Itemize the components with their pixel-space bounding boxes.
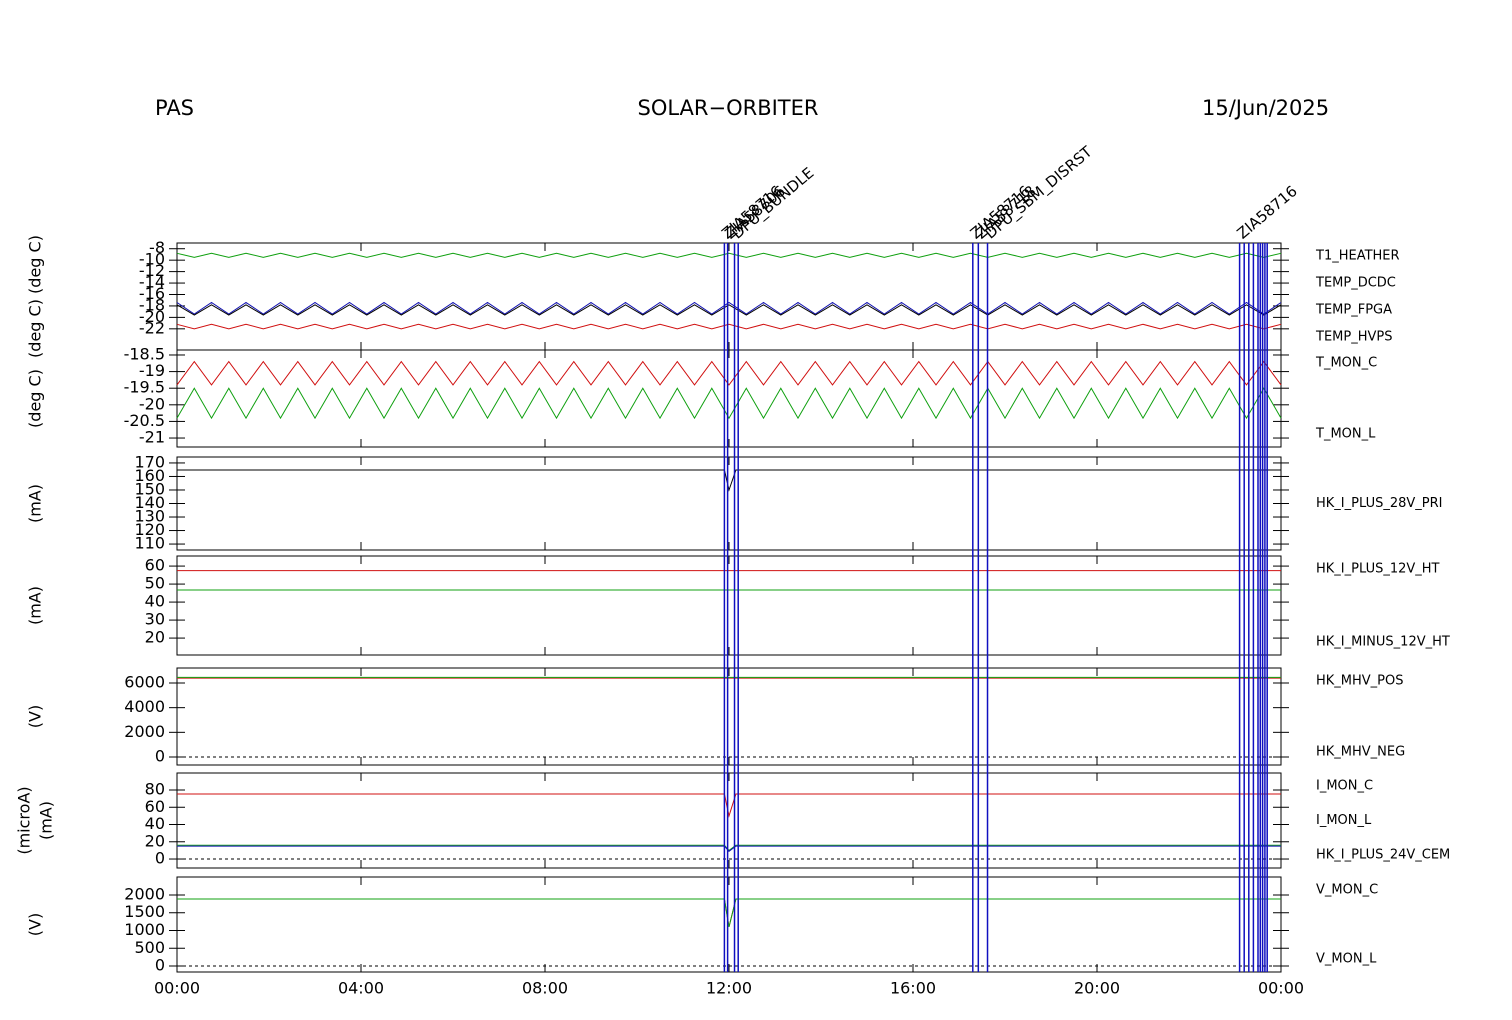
legend-entry: T_MON_C [1315, 356, 1377, 371]
y-tick-label: 4000 [124, 697, 165, 716]
y-tick-label: 6000 [124, 672, 165, 691]
legend-entry: V_MON_L [1316, 952, 1377, 967]
y-tick-label: 500 [134, 938, 165, 957]
y-tick-label: -19 [139, 361, 165, 380]
y-tick-label: -12 [139, 261, 165, 280]
x-tick-label: 16:00 [890, 979, 936, 998]
legend-entry: HK_MHV_POS [1316, 674, 1404, 689]
y-tick-label: -8 [149, 238, 165, 257]
y-tick-label: 50 [145, 574, 165, 593]
y-tick-label: 40 [145, 592, 165, 611]
y-tick-label: 1000 [124, 920, 165, 939]
series-line [176, 301, 1282, 315]
y-tick-label: 0 [155, 746, 165, 765]
y-axis-label: (deg C) (deg C) [26, 235, 45, 358]
y-tick-label: 2000 [124, 722, 165, 741]
series-line [176, 252, 1282, 258]
y-tick-label: 30 [145, 610, 165, 629]
y-tick-label: -21 [139, 428, 165, 447]
y-tick-label: 80 [145, 779, 165, 798]
legend-entry: HK_I_PLUS_28V_PRI [1316, 496, 1442, 511]
y-tick-label: 110 [134, 534, 165, 553]
y-tick-label: 60 [145, 556, 165, 575]
legend-entry: T1_HEATHER [1315, 249, 1400, 264]
series-line [177, 793, 1281, 818]
series-line [177, 845, 1281, 852]
x-tick-label: 12:00 [706, 979, 752, 998]
y-tick-label: 2000 [124, 884, 165, 903]
header-right: 15/Jun/2025 [1202, 96, 1329, 120]
series-line [176, 387, 1282, 420]
legend-entry: HK_I_PLUS_12V_HT [1316, 562, 1440, 577]
series-line [176, 304, 1282, 316]
y-tick-label: 170 [134, 452, 165, 471]
series-line [176, 360, 1282, 386]
legend-entry: HK_I_PLUS_24V_CEM [1316, 848, 1450, 863]
y-tick-label: 40 [145, 814, 165, 833]
y-tick-label: 1500 [124, 902, 165, 921]
legend-entry: TEMP_DCDC [1315, 276, 1396, 291]
y-tick-label: -20.5 [124, 411, 165, 430]
y-tick-label: -18 [139, 295, 165, 314]
legend-entry: TEMP_FPGA [1315, 303, 1392, 318]
header-left: PAS [155, 96, 194, 120]
y-tick-label: -20 [139, 307, 165, 326]
y-axis-label: (mA) [26, 586, 45, 625]
legend-entry: HK_MHV_NEG [1316, 745, 1405, 760]
y-tick-label: 130 [134, 507, 165, 526]
y-axis-label: (microA) [15, 786, 34, 854]
legend-entry: I_MON_C [1316, 779, 1373, 794]
legend-entry: TEMP_HVPS [1315, 330, 1392, 345]
y-tick-label: -10 [139, 250, 165, 269]
y-tick-label: 60 [145, 797, 165, 816]
y-axis-label: (mA) [37, 801, 56, 840]
series-line [176, 323, 1282, 330]
series-line [177, 844, 1281, 852]
y-tick-label: 140 [134, 493, 165, 512]
y-tick-label: 20 [145, 831, 165, 850]
x-tick-label: 04:00 [338, 979, 384, 998]
y-tick-label: 150 [134, 479, 165, 498]
legend-entry: T_MON_L [1315, 427, 1376, 442]
y-tick-label: -16 [139, 284, 165, 303]
y-tick-label: 160 [134, 466, 165, 485]
y-axis-label: (deg C) [26, 369, 45, 428]
y-axis-label: (V) [26, 705, 45, 728]
x-tick-label: 00:00 [154, 979, 200, 998]
legend-entry: I_MON_L [1316, 813, 1372, 828]
y-tick-label: -22 [139, 318, 165, 337]
y-tick-label: 0 [155, 849, 165, 868]
x-tick-label: 00:00 [1258, 979, 1304, 998]
y-tick-label: 0 [155, 956, 165, 975]
legend-entry: V_MON_C [1316, 883, 1378, 898]
x-tick-label: 08:00 [522, 979, 568, 998]
series-line [177, 898, 1281, 928]
y-tick-label: -19.5 [124, 378, 165, 397]
header-center: SOLAR−ORBITER [637, 96, 818, 120]
y-axis-label: (V) [26, 913, 45, 936]
y-tick-label: -18.5 [124, 344, 165, 363]
y-tick-label: 20 [145, 628, 165, 647]
x-tick-label: 20:00 [1074, 979, 1120, 998]
y-axis-label: (mA) [26, 484, 45, 523]
y-tick-label: 120 [134, 520, 165, 539]
y-tick-label: -14 [139, 273, 165, 292]
y-tick-label: -20 [139, 394, 165, 413]
legend-entry: HK_I_MINUS_12V_HT [1316, 635, 1450, 650]
series-line [177, 469, 1281, 492]
